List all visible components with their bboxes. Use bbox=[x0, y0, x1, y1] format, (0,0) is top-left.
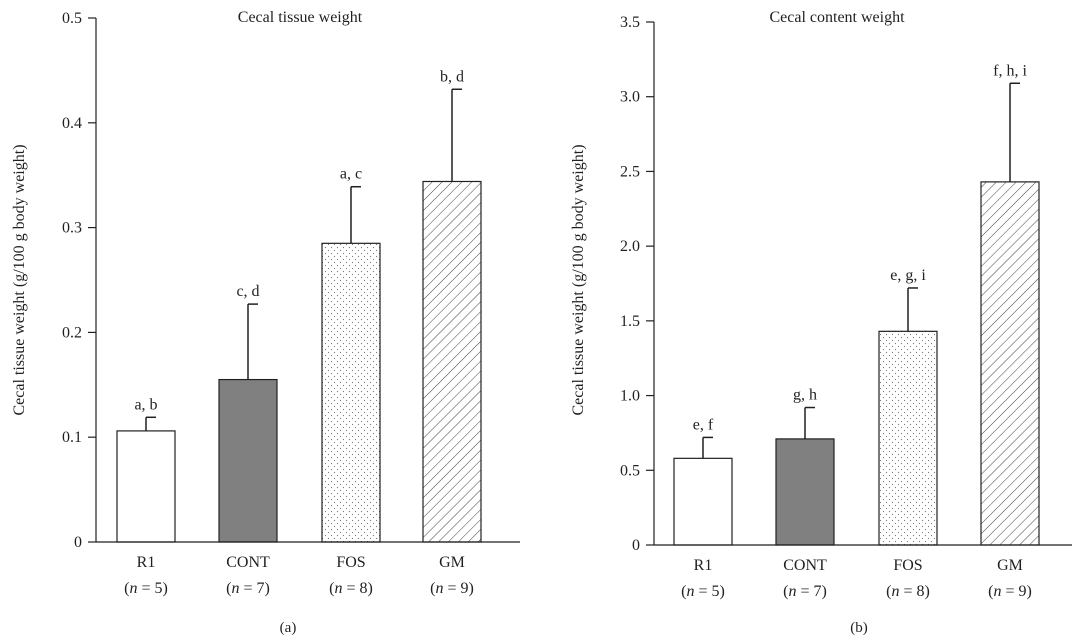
chart-b-bar-r1 bbox=[673, 457, 733, 546]
chart-b-x-tick-label: GM bbox=[997, 557, 1023, 574]
chart-b-bar-cont bbox=[775, 438, 835, 546]
chart-a-significance-label: a, c bbox=[340, 166, 362, 183]
chart-a-bars: a, b c, d a, c b, d bbox=[116, 68, 482, 543]
chart-b-y-tick-label: 2.5 bbox=[620, 163, 640, 180]
chart-b-title: Cecal content weight bbox=[769, 9, 905, 26]
chart-b-y-axis: 0 0.5 1.0 1.5 2.0 2.5 3.0 3.5 bbox=[620, 14, 654, 554]
chart-a-x-axis: R1 (n = 5) CONT (n = 7) FOS (n = 8) GM (n = 9) bbox=[124, 554, 474, 597]
chart-a-y-tick-label: 0.2 bbox=[62, 324, 82, 341]
chart-a-title: Cecal tissue weight bbox=[238, 9, 363, 26]
chart-b-significance-label: e, g, i bbox=[890, 267, 926, 284]
panel-a-label: (a) bbox=[280, 620, 297, 636]
chart-b-n-label: (n = 9) bbox=[988, 583, 1032, 600]
chart-b-significance-label: f, h, i bbox=[993, 62, 1027, 79]
chart-a-x-tick-label: GM bbox=[439, 554, 465, 571]
chart-a-significance-label: a, b bbox=[134, 396, 157, 413]
chart-b-y-tick-label: 3.5 bbox=[620, 14, 640, 31]
chart-a-bar-gm bbox=[422, 180, 482, 543]
chart-b-y-tick-label: 0 bbox=[632, 537, 640, 554]
chart-b-y-tick-label: 0.5 bbox=[620, 462, 640, 479]
chart-b-n-label: (n = 5) bbox=[681, 583, 725, 600]
chart-a-y-axis: 0 0.1 0.2 0.3 0.4 0.5 bbox=[62, 10, 96, 551]
chart-a-bar-r1 bbox=[116, 430, 176, 543]
chart-b-n-label: (n = 8) bbox=[886, 583, 930, 600]
chart-a-y-tick-label: 0 bbox=[74, 534, 82, 551]
chart-a-y-tick-label: 0.4 bbox=[62, 115, 82, 132]
chart-b-significance-label: g, h bbox=[793, 387, 817, 404]
chart-a-n-label: (n = 5) bbox=[124, 580, 168, 597]
chart-b-x-tick-label: FOS bbox=[893, 557, 922, 574]
chart-a-n-label: (n = 7) bbox=[226, 580, 270, 597]
chart-b-y-tick-label: 3.0 bbox=[620, 89, 640, 106]
chart-b-bars: e, f g, h e, g, i f, h, i bbox=[673, 62, 1040, 546]
chart-a-x-tick-label: CONT bbox=[226, 554, 270, 571]
chart-b-y-tick-label: 1.0 bbox=[620, 388, 640, 405]
chart-a-n-label: (n = 8) bbox=[329, 580, 373, 597]
chart-a-y-tick-label: 0.1 bbox=[62, 429, 82, 446]
chart-a-significance-label: b, d bbox=[440, 68, 464, 85]
chart-b-bar-fos bbox=[878, 330, 938, 546]
chart-b-n-label: (n = 7) bbox=[783, 583, 827, 600]
panel-b-label: (b) bbox=[850, 620, 868, 636]
chart-b-x-tick-label: CONT bbox=[783, 557, 827, 574]
chart-b-ylabel: Cecal tissue weight (g/100 g body weight… bbox=[570, 144, 587, 415]
chart-b-y-tick-label: 1.5 bbox=[620, 313, 640, 330]
panel-a: Cecal tissue weight Cecal tissue weight … bbox=[11, 9, 520, 636]
chart-a-ylabel: Cecal tissue weight (g/100 g body weight… bbox=[11, 144, 28, 415]
chart-a-n-label: (n = 9) bbox=[430, 580, 474, 597]
chart-a-bar-fos bbox=[321, 242, 381, 543]
chart-b-bar-gm bbox=[980, 181, 1040, 546]
chart-b-x-tick-label: R1 bbox=[694, 557, 713, 574]
panel-b: Cecal content weight Cecal tissue weight… bbox=[570, 9, 1072, 636]
chart-b-y-tick-label: 2.0 bbox=[620, 238, 640, 255]
chart-a-x-tick-label: R1 bbox=[137, 554, 156, 571]
chart-b-significance-label: e, f bbox=[693, 416, 714, 433]
chart-a-y-tick-label: 0.5 bbox=[62, 10, 82, 27]
chart-a-significance-label: c, d bbox=[236, 283, 259, 300]
chart-b-x-axis: R1 (n = 5) CONT (n = 7) FOS (n = 8) GM (n = 9) bbox=[681, 557, 1032, 600]
chart-a-bar-cont bbox=[218, 378, 278, 543]
chart-a-x-tick-label: FOS bbox=[336, 554, 365, 571]
chart-a-y-tick-label: 0.3 bbox=[62, 220, 82, 237]
